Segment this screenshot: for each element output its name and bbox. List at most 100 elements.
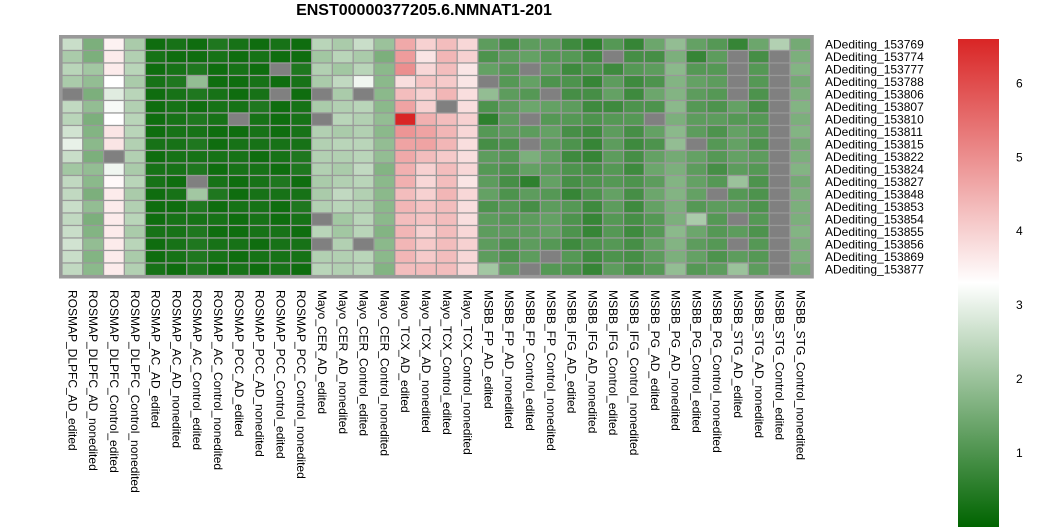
column-label: MSBB_STG_AD_nonedited bbox=[752, 290, 766, 438]
heatmap-cell bbox=[352, 199, 375, 214]
row-label: ADediting_153777 bbox=[825, 62, 924, 76]
heatmap-cell bbox=[602, 224, 625, 239]
heatmap-cell bbox=[560, 137, 583, 152]
heatmap-cell bbox=[518, 174, 541, 189]
heatmap-cell bbox=[186, 99, 209, 114]
heatmap-cell bbox=[477, 49, 500, 64]
heatmap-cell bbox=[706, 87, 729, 102]
heatmap-cell bbox=[248, 187, 271, 202]
heatmap-cell bbox=[560, 187, 583, 202]
heatmap-cell bbox=[726, 212, 749, 227]
heatmap-cell bbox=[352, 212, 375, 227]
heatmap-cell bbox=[373, 174, 396, 189]
heatmap-cell bbox=[560, 249, 583, 264]
heatmap-cell bbox=[352, 224, 375, 239]
heatmap-cell bbox=[581, 237, 604, 252]
heatmap-cell bbox=[643, 124, 666, 139]
heatmap-cell bbox=[560, 62, 583, 77]
heatmap-cell bbox=[581, 124, 604, 139]
heatmap-cell bbox=[643, 149, 666, 164]
column-label: Mayo_TCX_AD_edited bbox=[398, 290, 412, 413]
column-label: MSBB_STG_AD_edited bbox=[731, 290, 745, 418]
heatmap-cell bbox=[207, 49, 230, 64]
heatmap-cell bbox=[726, 187, 749, 202]
heatmap-cell bbox=[102, 149, 125, 164]
heatmap-cell bbox=[207, 87, 230, 102]
heatmap-cell bbox=[622, 149, 645, 164]
heatmap-cell bbox=[664, 37, 687, 52]
heatmap-cell bbox=[560, 49, 583, 64]
heatmap-cell bbox=[165, 262, 188, 277]
heatmap-cell bbox=[685, 212, 708, 227]
heatmap-cell bbox=[477, 212, 500, 227]
heatmap-cell bbox=[331, 212, 354, 227]
row-label: ADediting_153827 bbox=[825, 175, 924, 189]
heatmap-cell bbox=[269, 224, 292, 239]
column-label: MSBB_IFG_AD_nonedited bbox=[585, 290, 599, 433]
heatmap-cell bbox=[706, 237, 729, 252]
heatmap-cell bbox=[311, 149, 334, 164]
heatmap-cell bbox=[123, 187, 146, 202]
heatmap-cell bbox=[685, 62, 708, 77]
heatmap-cell bbox=[331, 199, 354, 214]
heatmap-cell bbox=[685, 124, 708, 139]
heatmap-cell bbox=[227, 124, 250, 139]
heatmap-cell bbox=[622, 137, 645, 152]
heatmap-cell bbox=[207, 62, 230, 77]
heatmap-cell bbox=[622, 74, 645, 89]
heatmap-cell bbox=[581, 162, 604, 177]
heatmap-cell bbox=[477, 149, 500, 164]
heatmap-cell bbox=[498, 112, 521, 127]
row-label: ADediting_153788 bbox=[825, 75, 924, 89]
row-label: ADediting_153855 bbox=[825, 225, 924, 239]
heatmap-cell bbox=[144, 49, 167, 64]
heatmap-cell bbox=[311, 137, 334, 152]
heatmap-cell bbox=[706, 49, 729, 64]
heatmap-cell bbox=[123, 162, 146, 177]
heatmap-cell bbox=[186, 62, 209, 77]
heatmap-cell bbox=[248, 262, 271, 277]
heatmap-cell bbox=[248, 49, 271, 64]
heatmap-cell bbox=[539, 99, 562, 114]
heatmap-cell bbox=[789, 187, 812, 202]
column-label: ROSMAP_PCC_Control_edited bbox=[273, 290, 287, 459]
heatmap-cell bbox=[456, 74, 479, 89]
heatmap-cell bbox=[207, 174, 230, 189]
heatmap-cell bbox=[560, 149, 583, 164]
heatmap-cell bbox=[82, 124, 105, 139]
heatmap-cell bbox=[456, 87, 479, 102]
column-label: MSBB_FP_AD_edited bbox=[481, 290, 495, 409]
heatmap-cell bbox=[373, 149, 396, 164]
heatmap-cell bbox=[227, 112, 250, 127]
row-label: ADediting_153854 bbox=[825, 212, 924, 226]
row-label: ADediting_153853 bbox=[825, 200, 924, 214]
heatmap-cell bbox=[726, 137, 749, 152]
heatmap-cell bbox=[498, 87, 521, 102]
heatmap-cell bbox=[290, 187, 313, 202]
heatmap-cell bbox=[311, 237, 334, 252]
heatmap-cell bbox=[643, 74, 666, 89]
heatmap-cell bbox=[726, 37, 749, 52]
heatmap-cell bbox=[144, 112, 167, 127]
heatmap-cell bbox=[227, 62, 250, 77]
heatmap-cell bbox=[706, 137, 729, 152]
heatmap-cell bbox=[394, 74, 417, 89]
heatmap-cell bbox=[602, 174, 625, 189]
heatmap-cell bbox=[61, 137, 84, 152]
heatmap-cell bbox=[789, 199, 812, 214]
heatmap-cell bbox=[477, 224, 500, 239]
heatmap-cell bbox=[331, 99, 354, 114]
heatmap-cell bbox=[311, 124, 334, 139]
heatmap-cell bbox=[144, 199, 167, 214]
heatmap-cell bbox=[643, 87, 666, 102]
heatmap-cell bbox=[102, 99, 125, 114]
heatmap-cell bbox=[456, 49, 479, 64]
heatmap-cell bbox=[186, 49, 209, 64]
row-label: ADediting_153815 bbox=[825, 137, 924, 151]
heatmap-cell bbox=[311, 87, 334, 102]
heatmap-cell bbox=[331, 237, 354, 252]
heatmap-cell bbox=[581, 174, 604, 189]
heatmap-cell bbox=[789, 62, 812, 77]
heatmap-cell bbox=[664, 49, 687, 64]
heatmap-cell bbox=[747, 74, 770, 89]
